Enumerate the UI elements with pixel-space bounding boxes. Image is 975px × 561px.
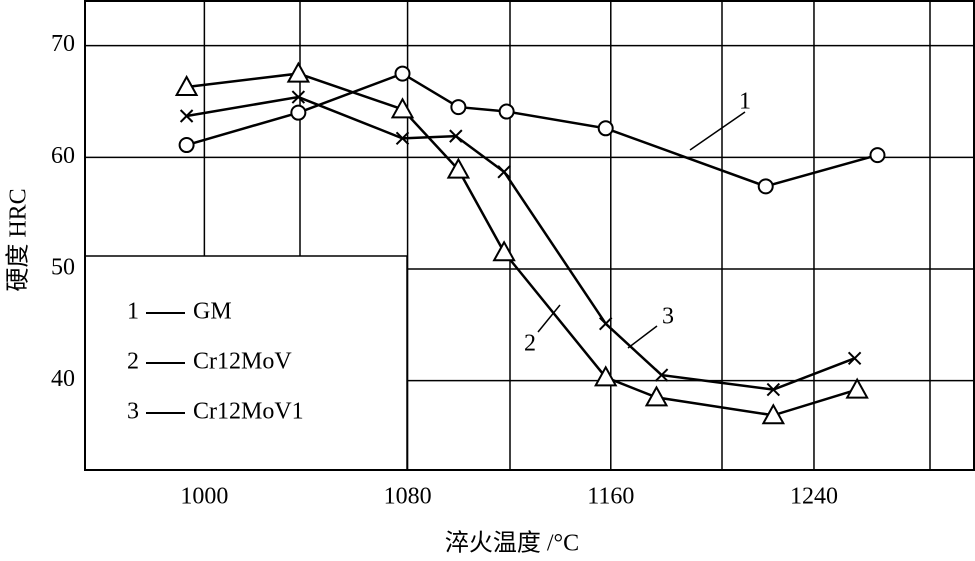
series-line <box>186 72 878 188</box>
point <box>498 103 515 120</box>
legend-label: 2 <box>127 349 139 375</box>
point <box>291 90 306 104</box>
point <box>761 403 786 425</box>
y-tick-label: 40 <box>51 366 75 392</box>
point <box>766 382 781 397</box>
legend-name: GM <box>193 299 232 325</box>
point <box>286 61 311 83</box>
y-tick-label: 70 <box>51 31 75 57</box>
x-tick-label: 1000 <box>180 484 228 510</box>
point <box>757 178 774 195</box>
point <box>644 385 669 407</box>
point <box>179 109 194 123</box>
plot-frame <box>84 0 975 471</box>
x-tick-label: 1080 <box>384 484 432 510</box>
point <box>845 377 869 399</box>
point <box>390 97 415 119</box>
point <box>449 129 463 143</box>
point <box>654 368 669 382</box>
point <box>594 365 618 387</box>
point <box>598 317 613 331</box>
point <box>847 351 862 366</box>
point <box>395 131 410 146</box>
point <box>869 147 886 164</box>
point <box>497 165 511 179</box>
point <box>492 240 516 262</box>
legend <box>84 255 408 471</box>
y-axis-title: 硬度 HRC <box>5 188 32 291</box>
point <box>178 137 195 154</box>
point <box>597 120 614 137</box>
annotation-leader <box>689 111 746 151</box>
x-tick-label: 1240 <box>790 484 838 510</box>
legend-name: Cr12MoV <box>193 349 292 375</box>
y-tick-label: 50 <box>51 255 75 281</box>
annotation: 1 <box>739 89 751 115</box>
legend-label: 3 <box>127 399 139 425</box>
point <box>446 157 471 179</box>
annotation: 3 <box>662 304 674 330</box>
point <box>450 99 467 116</box>
point <box>394 65 411 82</box>
legend-label: 1 <box>127 299 139 325</box>
annotation-leader <box>627 325 658 349</box>
x-axis-title: 淬火温度 /°C <box>445 530 579 557</box>
annotation: 2 <box>524 331 536 357</box>
point <box>174 74 199 96</box>
annotation-leader <box>537 304 561 333</box>
y-tick-label: 60 <box>51 143 75 169</box>
legend-name: Cr12MoV1 <box>193 399 304 425</box>
point <box>290 104 307 121</box>
x-tick-label: 1160 <box>587 484 634 510</box>
